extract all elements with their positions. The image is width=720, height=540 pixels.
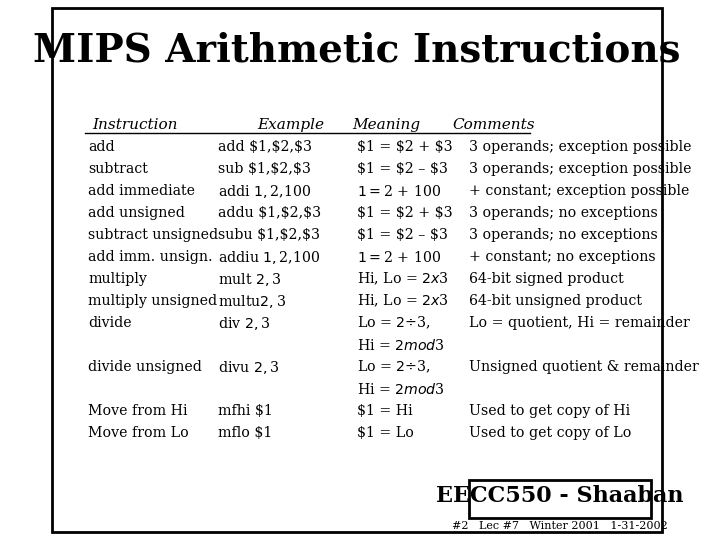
Text: mflo $1: mflo $1 xyxy=(218,426,272,440)
Text: + constant; no exceptions: + constant; no exceptions xyxy=(469,250,656,264)
Text: Unsigned quotient & remainder: Unsigned quotient & remainder xyxy=(469,360,699,374)
Text: addu $1,$2,$3: addu $1,$2,$3 xyxy=(218,206,321,220)
Text: Example: Example xyxy=(257,118,324,132)
Text: $1 = $2 – $3: $1 = $2 – $3 xyxy=(356,228,448,242)
Text: add: add xyxy=(88,140,114,154)
Text: Used to get copy of Lo: Used to get copy of Lo xyxy=(469,426,631,440)
Text: sub $1,$2,$3: sub $1,$2,$3 xyxy=(218,162,311,176)
Text: addiu $1,$2,100: addiu $1,$2,100 xyxy=(218,248,320,266)
Text: Hi, Lo = $2 x $3: Hi, Lo = $2 x $3 xyxy=(356,293,449,309)
Text: $1 = Lo: $1 = Lo xyxy=(356,426,413,440)
Text: $1 = Hi: $1 = Hi xyxy=(356,404,413,418)
Text: divide: divide xyxy=(88,316,132,330)
Text: 3 operands; no exceptions: 3 operands; no exceptions xyxy=(469,206,658,220)
Text: 64-bit unsigned product: 64-bit unsigned product xyxy=(469,294,642,308)
Text: 3 operands; exception possible: 3 operands; exception possible xyxy=(469,162,692,176)
Text: $1 = $2 + $3: $1 = $2 + $3 xyxy=(356,140,452,154)
Text: Hi = $2 mod $3: Hi = $2 mod $3 xyxy=(356,381,444,396)
Text: Hi = $2 mod $3: Hi = $2 mod $3 xyxy=(356,338,444,353)
FancyBboxPatch shape xyxy=(52,8,662,532)
Text: $1 = $2 + $3: $1 = $2 + $3 xyxy=(356,206,452,220)
Text: Comments: Comments xyxy=(452,118,534,132)
Text: divu $2,$3: divu $2,$3 xyxy=(218,359,279,375)
Text: multu$2,$3: multu$2,$3 xyxy=(218,293,286,309)
Text: Move from Hi: Move from Hi xyxy=(88,404,188,418)
Text: Lo = $2 ÷ $3,: Lo = $2 ÷ $3, xyxy=(356,315,431,331)
Text: add unsigned: add unsigned xyxy=(88,206,185,220)
Text: mult $2,$3: mult $2,$3 xyxy=(218,271,282,287)
Text: $1 = $2 + 100: $1 = $2 + 100 xyxy=(356,184,441,199)
Text: subtract unsigned: subtract unsigned xyxy=(88,228,218,242)
Text: subu $1,$2,$3: subu $1,$2,$3 xyxy=(218,228,320,242)
Text: multiply unsigned: multiply unsigned xyxy=(88,294,217,308)
Text: Lo = quotient, Hi = remainder: Lo = quotient, Hi = remainder xyxy=(469,316,690,330)
Text: Hi, Lo = $2 x $3: Hi, Lo = $2 x $3 xyxy=(356,271,449,287)
Text: mfhi $1: mfhi $1 xyxy=(218,404,273,418)
Text: Move from Lo: Move from Lo xyxy=(88,426,189,440)
Text: addi $1,$2,100: addi $1,$2,100 xyxy=(218,183,311,199)
Text: subtract: subtract xyxy=(88,162,148,176)
Text: add immediate: add immediate xyxy=(88,184,195,198)
Text: 64-bit signed product: 64-bit signed product xyxy=(469,272,624,286)
Text: 3 operands; no exceptions: 3 operands; no exceptions xyxy=(469,228,658,242)
Text: + constant; exception possible: + constant; exception possible xyxy=(469,184,690,198)
Text: add $1,$2,$3: add $1,$2,$3 xyxy=(218,140,312,154)
Text: Instruction: Instruction xyxy=(92,118,178,132)
Text: $1 = $2 + 100: $1 = $2 + 100 xyxy=(356,249,441,265)
Text: $1 = $2 – $3: $1 = $2 – $3 xyxy=(356,162,448,176)
Text: MIPS Arithmetic Instructions: MIPS Arithmetic Instructions xyxy=(33,31,680,69)
Text: add imm. unsign.: add imm. unsign. xyxy=(88,250,212,264)
Text: divide unsigned: divide unsigned xyxy=(88,360,202,374)
Text: Meaning: Meaning xyxy=(352,118,420,132)
Text: div $2,$3: div $2,$3 xyxy=(218,314,270,332)
FancyBboxPatch shape xyxy=(469,480,651,518)
Text: 3 operands; exception possible: 3 operands; exception possible xyxy=(469,140,692,154)
Text: Used to get copy of Hi: Used to get copy of Hi xyxy=(469,404,631,418)
Text: Lo = $2 ÷ $3,: Lo = $2 ÷ $3, xyxy=(356,359,431,375)
Text: EECC550 - Shaaban: EECC550 - Shaaban xyxy=(436,485,684,507)
Text: multiply: multiply xyxy=(88,272,147,286)
Text: #2   Lec #7   Winter 2001   1-31-2002: #2 Lec #7 Winter 2001 1-31-2002 xyxy=(452,521,668,531)
